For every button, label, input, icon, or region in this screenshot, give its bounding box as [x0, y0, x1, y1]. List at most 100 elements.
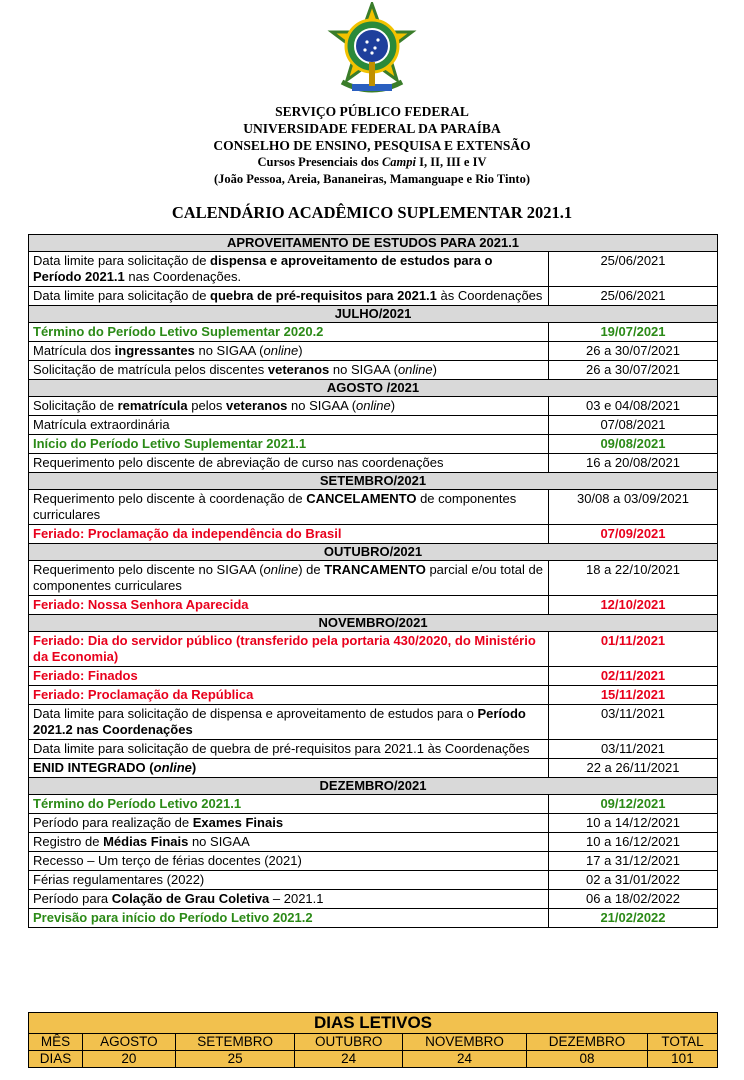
days-title-row: DIAS LETIVOS [28, 1012, 718, 1034]
event-row: Requerimento pelo discente no SIGAA (onl… [28, 560, 718, 596]
text-segment: ) [432, 362, 437, 377]
event-description: Data limite para solicitação de quebra d… [28, 286, 549, 306]
event-row: Início do Período Letivo Suplementar 202… [28, 434, 718, 454]
text-segment: ) de [298, 562, 325, 577]
days-cell: NOVEMBRO [401, 1033, 528, 1051]
event-description: Início do Período Letivo Suplementar 202… [28, 434, 549, 454]
text-segment: no SIGAA ( [329, 362, 398, 377]
text-segment: parcial e/ou total de componentes curric… [33, 562, 543, 593]
section-row: JULHO/2021 [28, 305, 718, 323]
event-description: Requerimento pelo discente à coordenação… [28, 489, 549, 525]
header-line: Cursos Presenciais dos Campi I, II, III … [0, 154, 744, 171]
event-row: Período para realização de Exames Finais… [28, 813, 718, 833]
text-segment: Exames Finais [192, 815, 284, 830]
text-segment: Médias Finais [103, 834, 189, 849]
text-segment: CANCELAMENTO [306, 491, 417, 506]
text-segment: Solicitação de matrícula pelos discentes [33, 362, 268, 377]
event-date: 09/12/2021 [548, 794, 718, 814]
text-segment: online [153, 760, 192, 775]
event-date: 10 a 14/12/2021 [548, 813, 718, 833]
event-row: Matrícula dos ingressantes no SIGAA (onl… [28, 341, 718, 361]
event-row: ENID INTEGRADO (online) 22 a 26/11/2021 [28, 758, 718, 778]
event-description: Previsão para início do Período Letivo 2… [28, 908, 549, 928]
text-segment: Feriado: Nossa Senhora Aparecida [33, 597, 249, 612]
event-date: 01/11/2021 [548, 631, 718, 667]
days-title: DIAS LETIVOS [28, 1012, 718, 1034]
event-date: 18 a 22/10/2021 [548, 560, 718, 596]
days-cell: SETEMBRO [174, 1033, 296, 1051]
event-description: Feriado: Finados [28, 666, 549, 686]
event-row: Feriado: Proclamação da República 15/11/2… [28, 685, 718, 705]
section-row: NOVEMBRO/2021 [28, 614, 718, 632]
event-row: Data limite para solicitação de quebra d… [28, 739, 718, 759]
section-title: SETEMBRO/2021 [28, 472, 718, 490]
event-description: Feriado: Proclamação da República [28, 685, 549, 705]
section-title: AGOSTO /2021 [28, 379, 718, 397]
event-row: Férias regulamentares (2022) 02 a 31/01/2… [28, 870, 718, 890]
event-description: Data limite para solicitação de dispensa… [28, 704, 549, 740]
text-segment: Término do Período Letivo Suplementar 20… [33, 324, 324, 339]
event-description: Término do Período Letivo Suplementar 20… [28, 322, 549, 342]
event-date: 02/11/2021 [548, 666, 718, 686]
section-row: AGOSTO /2021 [28, 379, 718, 397]
header: SERVIÇO PÚBLICO FEDERAL UNIVERSIDADE FEDE… [0, 103, 744, 188]
event-description: Término do Período Letivo 2021.1 [28, 794, 549, 814]
event-description: Recesso – Um terço de férias docentes (2… [28, 851, 549, 871]
event-date: 30/08 a 03/09/2021 [548, 489, 718, 525]
coat-of-arms [327, 2, 417, 93]
event-description: Matrícula extraordinária [28, 415, 549, 435]
event-description: Requerimento pelo discente de abreviação… [28, 453, 549, 473]
text-segment: Início do Período Letivo Suplementar 202… [33, 436, 307, 451]
event-row: Requerimento pelo discente à coordenação… [28, 489, 718, 525]
text-segment: pelos [187, 398, 226, 413]
event-description: ENID INTEGRADO (online) [28, 758, 549, 778]
section-title: JULHO/2021 [28, 305, 718, 323]
event-description: Data limite para solicitação de dispensa… [28, 251, 549, 287]
event-row: Feriado: Dia do servidor público (transf… [28, 631, 718, 667]
text-segment: Solicitação de [33, 398, 118, 413]
days-row: MÊS AGOSTO SETEMBRO OUTUBRO NOVEMBRO DEZEMBRO… [27, 1033, 719, 1051]
text-segment: Colação de Grau Coletiva [111, 891, 270, 906]
event-date: 02 a 31/01/2022 [548, 870, 718, 890]
text-segment: Feriado: Dia do servidor público (transf… [33, 633, 536, 664]
event-row: Data limite para solicitação de quebra d… [28, 286, 718, 306]
days-cell: 20 [82, 1050, 176, 1068]
text-segment: ) [191, 760, 197, 775]
days-cell: TOTAL [646, 1033, 719, 1051]
calendar-table: APROVEITAMENTO DE ESTUDOS PARA 2021.1 Dat… [28, 234, 718, 928]
days-row: DIAS 20 25 24 24 08 101 [27, 1050, 719, 1068]
event-date: 03/11/2021 [548, 739, 718, 759]
text-segment: Requerimento pelo discente à coordenação… [33, 491, 307, 506]
text-segment: de componentes curriculares [33, 491, 517, 522]
event-description: Data limite para solicitação de quebra d… [28, 739, 549, 759]
text-segment: I, II, III e IV [415, 155, 487, 169]
text-segment: rematrícula [117, 398, 188, 413]
event-row: Feriado: Finados 02/11/2021 [28, 666, 718, 686]
text-segment: Data limite para solicitação de [33, 288, 211, 303]
days-cell: 08 [526, 1050, 648, 1068]
event-date: 07/08/2021 [548, 415, 718, 435]
days-cell: 24 [401, 1050, 528, 1068]
text-segment: ingressantes [114, 343, 195, 358]
text-segment: Campi [381, 155, 416, 169]
text-segment: veteranos [225, 398, 288, 413]
days-cell: DIAS [27, 1050, 84, 1068]
text-segment: Previsão para início do Período Letivo 2… [33, 910, 313, 925]
text-segment: ) [298, 343, 303, 358]
event-row: Período para Colação de Grau Coletiva – … [28, 889, 718, 909]
event-row: Feriado: Proclamação da independência do… [28, 524, 718, 544]
event-row: Data limite para solicitação de dispensa… [28, 251, 718, 287]
event-date: 25/06/2021 [548, 251, 718, 287]
text-segment: Férias regulamentares (2022) [33, 872, 205, 887]
days-cell: 101 [646, 1050, 719, 1068]
days-cell: MÊS [27, 1033, 84, 1051]
text-segment: quebra de pré-requisitos para 2021.1 [210, 288, 437, 303]
text-segment: no SIGAA ( [287, 398, 357, 413]
text-segment: Feriado: Proclamação da República [33, 687, 254, 702]
text-segment: ) [390, 398, 396, 413]
event-date: 19/07/2021 [548, 322, 718, 342]
event-description: Requerimento pelo discente no SIGAA (onl… [28, 560, 549, 596]
text-segment: (João Pessoa, Areia, Bananeiras, Mamangu… [214, 172, 530, 186]
event-date: 07/09/2021 [548, 524, 718, 544]
